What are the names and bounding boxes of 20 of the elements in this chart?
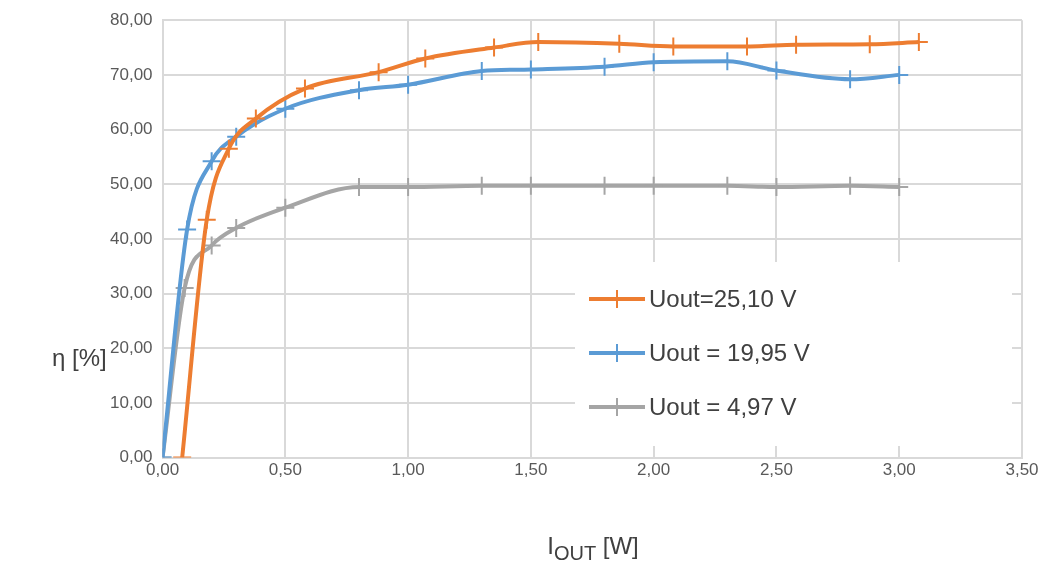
- x-tick-label: 1,50: [514, 460, 548, 480]
- x-tick-label: 1,00: [391, 460, 425, 480]
- y-tick-label: 80,00: [109, 9, 153, 29]
- legend-label: Uout = 19,95 V: [649, 339, 810, 367]
- legend-label: Uout=25,10 V: [649, 285, 797, 313]
- x-tick-label: 3,50: [1005, 460, 1039, 480]
- x-tick-label: 0,50: [268, 460, 302, 480]
- x-axis-title: I$_{OUT}$ [W]: [546, 532, 640, 565]
- y-tick-label: 50,00: [109, 173, 153, 193]
- x-tick-label: 2,50: [759, 460, 793, 480]
- legend-label: Uout = 4,97 V: [649, 393, 797, 421]
- y-tick-label: 10,00: [109, 392, 153, 412]
- x-tick-label: 3,00: [882, 460, 916, 480]
- y-tick-label: 70,00: [109, 64, 153, 84]
- y-axis-title: η [%]: [52, 344, 107, 372]
- y-tick-label: 30,00: [109, 283, 153, 303]
- y-tick-label: 60,00: [109, 119, 153, 139]
- y-tick-label: 20,00: [109, 337, 153, 357]
- x-tick-label: 2,00: [637, 460, 671, 480]
- y-tick-label: 40,00: [109, 228, 153, 248]
